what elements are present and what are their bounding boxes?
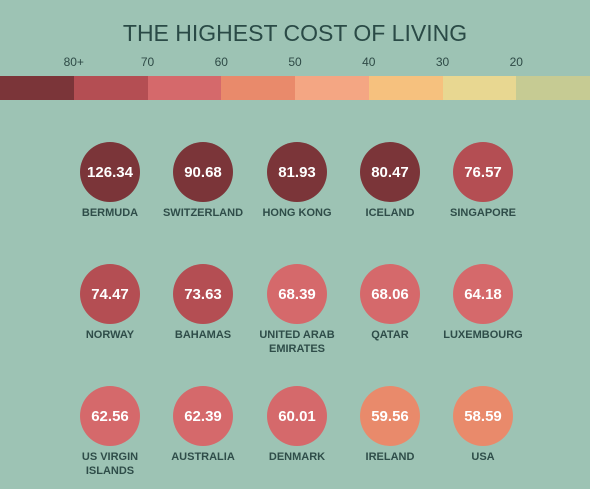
value-circle: 62.39 [173,386,233,446]
legend-tick-label: 20 [509,55,523,69]
country-label: US VIRGIN ISLANDS [81,451,139,477]
country-label: USA [471,451,495,463]
country-label: NORWAY [85,329,135,341]
legend-tick-label: 70 [140,55,155,69]
legend-band [73,76,148,100]
country-label: AUSTRALIA [171,451,235,463]
value-circle: 80.47 [360,142,420,202]
legend-band [0,76,75,100]
value-circle: 76.57 [453,142,513,202]
value-circle: 60.01 [267,386,327,446]
legend-tick-label: 30 [435,55,450,69]
country-label: LUXEMBOURG [443,329,523,341]
country-label: IRELAND [365,451,415,463]
value-circle: 68.06 [360,264,420,324]
country-label: SINGAPORE [449,207,516,219]
country-label: HONG KONG [262,207,332,219]
country-label: SWITZERLAND [162,207,244,219]
country-label: UNITED ARAB EMIRATES [259,329,335,355]
value-circle: 59.56 [360,386,420,446]
legend-band [295,76,370,100]
legend-band [368,76,443,100]
legend-band [442,76,517,100]
value-circle: 74.47 [80,264,140,324]
value-circle: 64.18 [453,264,513,324]
country-label: ICELAND [365,207,415,219]
country-label: BAHAMAS [174,329,232,341]
value-circle: 90.68 [173,142,233,202]
value-circle: 126.34 [80,142,140,202]
legend-tick-label: 60 [214,55,228,69]
country-label: QATAR [371,329,409,341]
value-circle: 62.56 [80,386,140,446]
country-label: BERMUDA [81,207,139,219]
legend-tick-label: 50 [288,55,302,69]
value-circle: 73.63 [173,264,233,324]
legend-tick-label: 80+ [63,55,84,69]
legend-band [221,76,296,100]
country-label: DENMARK [268,451,326,463]
value-circle: 58.59 [453,386,513,446]
value-circle: 81.93 [267,142,327,202]
legend-tick-label: 40 [362,55,376,69]
legend-band [147,76,222,100]
legend-band [516,76,590,100]
value-circle: 68.39 [267,264,327,324]
title: THE HIGHEST COST OF LIVING [122,20,468,46]
